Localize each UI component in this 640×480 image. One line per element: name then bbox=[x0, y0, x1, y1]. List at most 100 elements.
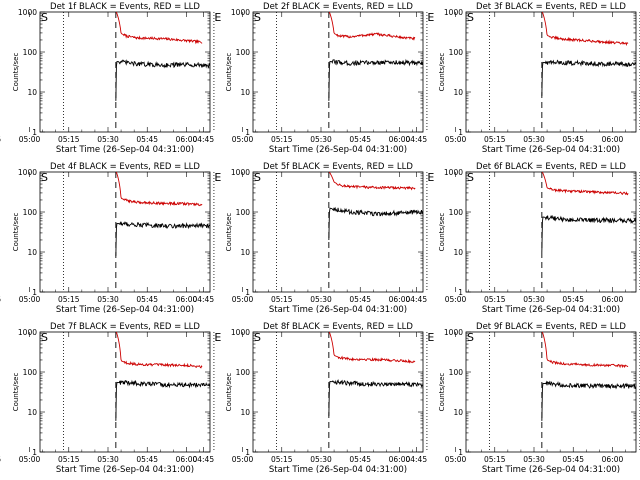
x-tick-label: 05:15 bbox=[484, 295, 506, 304]
x-tick-label: 05:45 bbox=[562, 455, 584, 464]
x-tick-label: 05:45 bbox=[136, 135, 158, 144]
series-line-events bbox=[541, 59, 636, 96]
x-axis-label: Start Time (26-Sep-04 04:31:00) bbox=[269, 145, 407, 155]
x-tick-label: 05:15 bbox=[58, 135, 80, 144]
y-tick-label: 1000 bbox=[444, 8, 463, 17]
chart-panel-8: Det 8f BLACK = Events, RED = LLD 1 10 100 10… bbox=[192, 322, 434, 475]
y-tick-label: 10 bbox=[240, 88, 250, 97]
y-tick-label: 10 bbox=[27, 248, 37, 257]
chart-panel-1: Det 1f BLACK = Events, RED = LLD 1 10 100 10… bbox=[0, 2, 221, 155]
x-axis-label: Start Time (26-Sep-04 04:31:00) bbox=[56, 305, 194, 315]
chart-panel-5: Det 5f BLACK = Events, RED = LLD 1 10 100 10… bbox=[192, 162, 434, 315]
start-marker: S bbox=[467, 331, 474, 344]
plot-area bbox=[328, 172, 423, 240]
x-tick-label: 06:00 bbox=[389, 295, 411, 304]
x-tick-label: 06:00 bbox=[176, 135, 198, 144]
x-tick-label: 04:45 bbox=[0, 135, 1, 144]
plot-frame bbox=[252, 11, 424, 133]
chart-title: Det 8f BLACK = Events, RED = LLD bbox=[263, 322, 413, 332]
end-marker: E bbox=[427, 331, 434, 344]
chart-panel-9: Det 9f BLACK = Events, RED = LLD 1 10 100 10… bbox=[405, 322, 640, 475]
y-tick-label: 1000 bbox=[231, 8, 250, 17]
y-tick-label: 10 bbox=[240, 248, 250, 257]
chart-title: Det 1f BLACK = Events, RED = LLD bbox=[50, 2, 200, 12]
y-tick-label: 1 bbox=[32, 128, 37, 137]
y-tick-label: 100 bbox=[449, 368, 464, 377]
y-tick-label: 1000 bbox=[444, 328, 463, 337]
x-tick-label: 04:45 bbox=[0, 455, 1, 464]
y-tick-label: 100 bbox=[236, 48, 251, 57]
x-axis-label: Start Time (26-Sep-04 04:31:00) bbox=[482, 145, 620, 155]
start-marker: S bbox=[467, 171, 474, 184]
series-line-events bbox=[541, 214, 636, 253]
x-tick-label: 05:45 bbox=[349, 455, 371, 464]
y-tick-label: 1 bbox=[32, 288, 37, 297]
x-tick-label: 05:30 bbox=[310, 455, 332, 464]
end-marker: E bbox=[214, 11, 221, 24]
y-axis-label: Counts/sec bbox=[225, 53, 233, 92]
chart-panel-2: Det 2f BLACK = Events, RED = LLD 1 10 100 10… bbox=[192, 2, 434, 155]
y-tick-label: 100 bbox=[449, 48, 464, 57]
y-tick-label: 100 bbox=[449, 208, 464, 217]
x-axis-label: Start Time (26-Sep-04 04:31:00) bbox=[56, 145, 194, 155]
series-line-lld bbox=[541, 12, 629, 47]
x-tick-label: 05:30 bbox=[97, 135, 119, 144]
x-tick-label: 05:00 bbox=[232, 455, 254, 464]
y-tick-label: 1000 bbox=[231, 328, 250, 337]
y-tick-label: 1 bbox=[458, 448, 463, 457]
series-line-lld bbox=[328, 172, 416, 191]
end-marker: E bbox=[427, 171, 434, 184]
x-tick-label: 05:45 bbox=[136, 455, 158, 464]
x-tick-label: 05:30 bbox=[523, 295, 545, 304]
x-tick-label: 06:00 bbox=[389, 455, 411, 464]
x-axis-label: Start Time (26-Sep-04 04:31:00) bbox=[56, 465, 194, 475]
chart-panel-6: Det 6f BLACK = Events, RED = LLD 1 10 100 10… bbox=[405, 162, 640, 315]
x-tick-label: 05:30 bbox=[310, 135, 332, 144]
chart-title: Det 6f BLACK = Events, RED = LLD bbox=[476, 162, 626, 172]
plot-frame bbox=[465, 331, 637, 453]
x-tick-label: 05:00 bbox=[232, 295, 254, 304]
y-tick-label: 100 bbox=[23, 368, 38, 377]
y-tick-label: 1 bbox=[32, 448, 37, 457]
x-tick-label: 05:15 bbox=[58, 455, 80, 464]
plot-frame bbox=[465, 171, 637, 293]
series-line-events bbox=[115, 59, 210, 101]
chart-title: Det 7f BLACK = Events, RED = LLD bbox=[50, 322, 200, 332]
series-line-events bbox=[115, 379, 210, 421]
plot-area bbox=[328, 12, 423, 101]
y-tick-label: 100 bbox=[236, 208, 251, 217]
start-marker: S bbox=[41, 171, 48, 184]
x-tick-label: 04:45 bbox=[405, 295, 427, 304]
y-tick-label: 1000 bbox=[231, 168, 250, 177]
plot-frame bbox=[465, 11, 637, 133]
chart-title: Det 9f BLACK = Events, RED = LLD bbox=[476, 322, 626, 332]
plot-frame bbox=[252, 331, 424, 453]
x-tick-label: 05:15 bbox=[58, 295, 80, 304]
x-tick-label: 05:30 bbox=[523, 455, 545, 464]
x-tick-label: 05:00 bbox=[19, 295, 41, 304]
series-line-events bbox=[541, 380, 636, 421]
y-tick-label: 1000 bbox=[18, 8, 37, 17]
x-tick-label: 06:00 bbox=[176, 455, 198, 464]
x-tick-label: 05:15 bbox=[484, 455, 506, 464]
y-tick-label: 1 bbox=[458, 128, 463, 137]
y-axis-label: Counts/sec bbox=[438, 373, 446, 412]
x-tick-label: 04:45 bbox=[405, 135, 427, 144]
y-tick-label: 10 bbox=[453, 88, 463, 97]
series-line-lld bbox=[328, 12, 416, 41]
x-tick-label: 05:45 bbox=[349, 135, 371, 144]
y-tick-label: 100 bbox=[23, 208, 38, 217]
plot-area bbox=[115, 172, 210, 256]
x-tick-label: 05:45 bbox=[136, 295, 158, 304]
series-line-events bbox=[115, 221, 210, 256]
chart-title: Det 2f BLACK = Events, RED = LLD bbox=[263, 2, 413, 12]
x-tick-label: 06:00 bbox=[602, 455, 624, 464]
y-tick-label: 10 bbox=[240, 408, 250, 417]
x-tick-label: 05:15 bbox=[271, 135, 293, 144]
x-tick-label: 06:00 bbox=[602, 135, 624, 144]
plot-frame bbox=[39, 331, 211, 453]
y-axis-label: Counts/sec bbox=[438, 53, 446, 92]
y-tick-label: 10 bbox=[453, 408, 463, 417]
y-axis-label: Counts/sec bbox=[438, 213, 446, 252]
x-axis-label: Start Time (26-Sep-04 04:31:00) bbox=[482, 465, 620, 475]
